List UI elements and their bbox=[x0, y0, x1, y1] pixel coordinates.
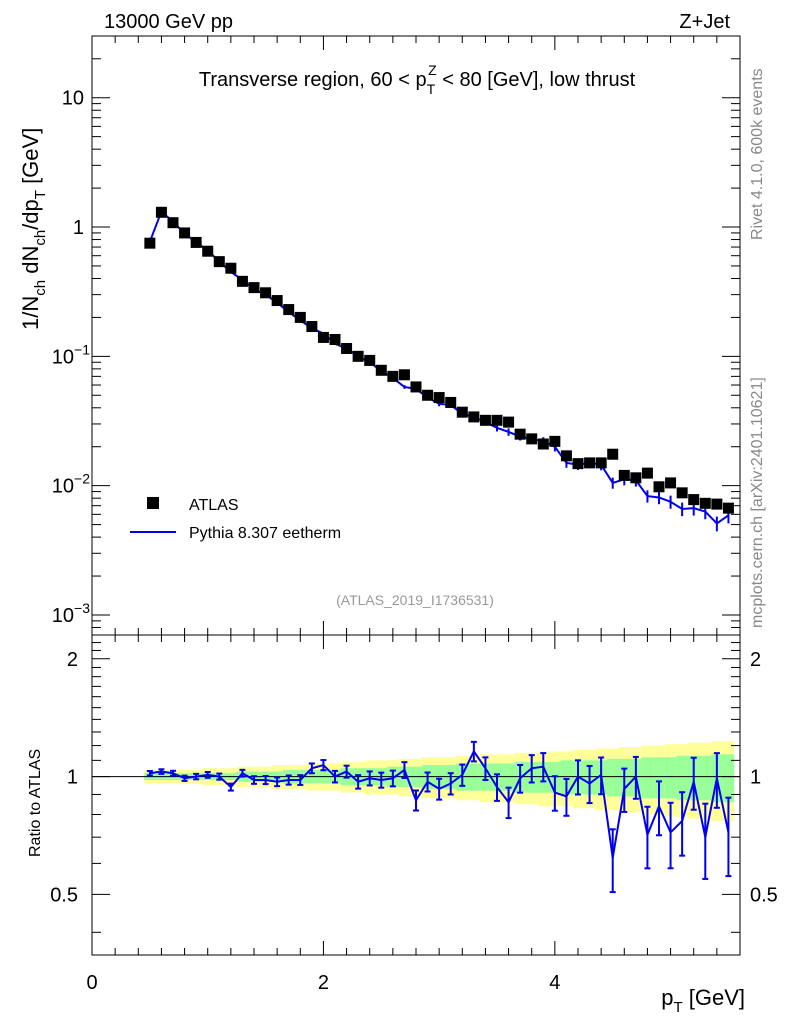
band-inner bbox=[699, 755, 712, 801]
data-series-top bbox=[144, 206, 734, 514]
data-point bbox=[572, 458, 584, 470]
data-point bbox=[445, 396, 457, 408]
x-tick-label: 4 bbox=[549, 972, 560, 994]
data-point bbox=[468, 411, 480, 423]
header-right: Z+Jet bbox=[679, 11, 730, 33]
ratio-y-tick-label-right: 2 bbox=[750, 649, 761, 671]
ratio-y-tick-label: 2 bbox=[67, 649, 78, 671]
data-point bbox=[317, 331, 329, 343]
y-axis-label: 1/Nch dNch/dpT [GeV] bbox=[18, 128, 49, 330]
data-point bbox=[364, 354, 376, 366]
data-point bbox=[456, 406, 468, 418]
x-axis-label: pT [GeV] bbox=[661, 985, 745, 1016]
band-inner bbox=[722, 754, 735, 803]
data-point bbox=[271, 295, 283, 307]
band-inner bbox=[653, 757, 665, 799]
band-inner bbox=[676, 755, 688, 801]
legend-label-atlas: ATLAS bbox=[189, 497, 239, 514]
data-point bbox=[260, 287, 272, 299]
data-point bbox=[225, 262, 237, 274]
data-point bbox=[213, 256, 225, 268]
legend-label-pythia: Pythia 8.307 eetherm bbox=[189, 525, 341, 542]
data-point bbox=[306, 321, 318, 333]
data-point bbox=[665, 477, 677, 489]
data-point bbox=[560, 450, 572, 462]
data-point bbox=[607, 448, 619, 460]
data-point bbox=[618, 469, 630, 481]
mc-line bbox=[148, 209, 730, 525]
y-tick-label: 10−3 bbox=[52, 600, 90, 627]
data-point bbox=[549, 435, 561, 447]
data-point bbox=[711, 498, 723, 510]
data-point bbox=[584, 457, 596, 469]
y-tick-label: 10 bbox=[62, 88, 84, 110]
band-inner bbox=[664, 757, 677, 799]
data-point bbox=[537, 438, 549, 450]
data-point bbox=[688, 494, 700, 506]
analysis-watermark: (ATLAS_2019_I1736531) bbox=[336, 592, 494, 608]
data-point bbox=[722, 502, 734, 514]
band-inner bbox=[641, 757, 654, 799]
data-point bbox=[699, 497, 711, 509]
ratio-y-axis-label: Ratio to ATLAS bbox=[27, 749, 44, 857]
data-point bbox=[491, 414, 503, 426]
axes: 0 2 4 10−3 10−2 10−1 1 10 0.5 0.5 1 1 2 2 bbox=[50, 35, 778, 994]
data-point bbox=[155, 206, 167, 218]
data-point bbox=[144, 237, 156, 249]
data-point bbox=[676, 487, 688, 499]
data-point bbox=[329, 333, 341, 345]
data-point bbox=[503, 416, 515, 428]
data-point bbox=[167, 217, 179, 229]
data-point bbox=[433, 392, 445, 404]
plot-title: Transverse region, 60 < pTZ < 80 [GeV], … bbox=[199, 62, 636, 97]
mc-series-ratio bbox=[146, 740, 732, 894]
data-point bbox=[410, 381, 422, 393]
legend-marker-atlas bbox=[147, 497, 159, 509]
data-point bbox=[641, 467, 653, 479]
data-point bbox=[398, 369, 410, 381]
data-point bbox=[190, 236, 202, 248]
band-inner bbox=[502, 763, 515, 791]
side-label-mcplots: mcplots.cern.ch [arXiv:2401.10621] bbox=[749, 377, 766, 628]
y-tick-label: 10−1 bbox=[52, 341, 90, 368]
data-point bbox=[595, 457, 607, 469]
ratio-y-tick-label-right: 1 bbox=[750, 767, 761, 789]
band-inner bbox=[606, 758, 619, 797]
data-point bbox=[479, 414, 491, 426]
data-point bbox=[387, 370, 399, 382]
y-tick-label: 1 bbox=[73, 217, 84, 239]
ratio-y-tick-label: 1 bbox=[67, 767, 78, 789]
data-point bbox=[202, 245, 214, 257]
data-point bbox=[248, 282, 260, 294]
y-tick-label: 10−2 bbox=[52, 471, 90, 498]
data-point bbox=[375, 364, 387, 376]
data-point bbox=[514, 428, 526, 440]
band-inner bbox=[468, 763, 480, 791]
data-point bbox=[283, 304, 295, 316]
data-point bbox=[179, 227, 191, 239]
side-label-rivet: Rivet 4.1.0, 600k events bbox=[749, 68, 766, 240]
data-point bbox=[352, 350, 364, 362]
data-point bbox=[422, 389, 434, 401]
band-inner bbox=[560, 760, 573, 795]
data-point bbox=[294, 311, 306, 323]
data-point bbox=[653, 481, 665, 493]
ratio-y-tick-label-right: 0.5 bbox=[750, 884, 778, 906]
data-point bbox=[630, 472, 642, 484]
data-point bbox=[236, 275, 248, 287]
top-plot-frame bbox=[91, 35, 741, 636]
data-point bbox=[526, 433, 538, 445]
data-point bbox=[341, 342, 353, 354]
ratio-y-tick-label: 0.5 bbox=[50, 884, 78, 906]
x-tick-label: 0 bbox=[86, 972, 97, 994]
x-tick-label: 2 bbox=[318, 972, 329, 994]
header-left: 13000 GeV pp bbox=[104, 11, 233, 33]
mc-series-top bbox=[148, 209, 730, 532]
